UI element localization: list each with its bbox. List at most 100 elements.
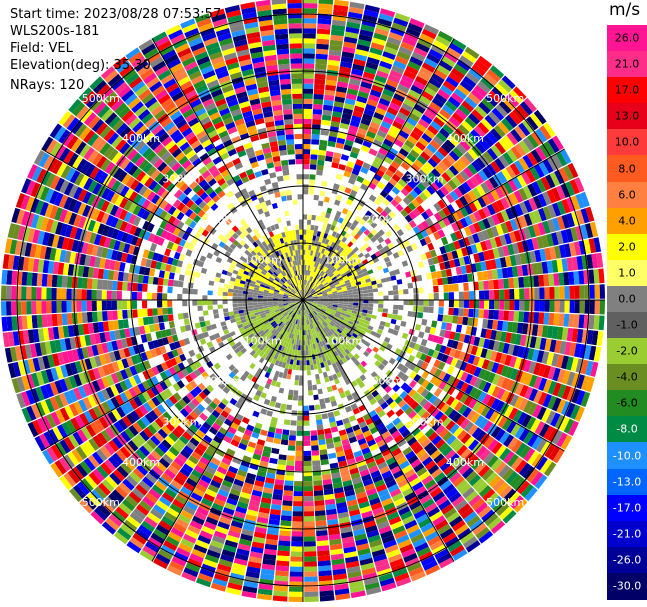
velocity-gate: [438, 370, 447, 380]
velocity-gate: [393, 60, 407, 70]
velocity-gate: [260, 408, 268, 415]
velocity-gate: [369, 397, 377, 406]
velocity-gate: [289, 571, 303, 577]
velocity-gate: [149, 242, 158, 252]
velocity-gate: [311, 139, 320, 145]
velocity-gate: [324, 262, 330, 268]
velocity-gate: [420, 338, 428, 347]
velocity-gate: [6, 301, 12, 316]
velocity-gate: [66, 301, 72, 313]
velocity-gate: [499, 447, 511, 461]
velocity-gate: [308, 287, 313, 293]
velocity-gate: [355, 344, 362, 351]
velocity-gate: [413, 404, 423, 414]
velocity-gate: [415, 141, 426, 151]
velocity-gate: [497, 415, 508, 428]
velocity-gate: [377, 214, 385, 222]
velocity-gate: [243, 306, 249, 310]
velocity-gate: [76, 289, 82, 300]
velocity-gate: [576, 328, 584, 343]
velocity-gate: [547, 204, 557, 219]
velocity-gate: [352, 110, 363, 118]
velocity-gate: [573, 314, 580, 328]
velocity-gate: [314, 251, 319, 257]
velocity-gate: [329, 266, 335, 272]
velocity-gate: [371, 84, 384, 93]
velocity-gate: [346, 262, 352, 268]
velocity-gate: [482, 381, 492, 393]
velocity-gate: [474, 84, 488, 98]
velocity-gate: [534, 337, 542, 350]
velocity-gate: [405, 271, 412, 278]
velocity-gate: [329, 284, 336, 288]
velocity-gate: [31, 301, 37, 315]
velocity-gate: [331, 326, 337, 332]
velocity-gate: [451, 131, 463, 143]
velocity-gate: [442, 373, 451, 383]
velocity-gate: [414, 542, 429, 553]
velocity-gate: [416, 385, 426, 395]
velocity-gate: [257, 295, 263, 298]
velocity-gate: [429, 511, 443, 522]
velocity-gate: [356, 335, 363, 342]
velocity-gate: [316, 274, 321, 280]
velocity-gate: [374, 360, 382, 367]
velocity-gate: [344, 316, 350, 321]
velocity-gate: [307, 219, 312, 225]
velocity-gate: [547, 395, 557, 410]
velocity-gate: [370, 236, 378, 243]
velocity-gate: [486, 227, 495, 239]
velocity-gate: [421, 318, 428, 326]
velocity-gate: [531, 181, 542, 195]
velocity-gate: [288, 596, 303, 602]
velocity-gate: [585, 376, 595, 393]
velocity-gate: [438, 300, 444, 307]
velocity-gate: [328, 49, 342, 57]
velocity-gate: [419, 494, 432, 505]
velocity-gate: [41, 287, 47, 300]
velocity-gate: [306, 303, 312, 307]
velocity-gate: [340, 154, 350, 161]
velocity-gate: [352, 272, 359, 278]
velocity-gate: [411, 108, 423, 118]
velocity-gate: [378, 304, 384, 309]
velocity-gate: [366, 98, 378, 107]
velocity-gate: [396, 438, 407, 448]
velocity-gate: [514, 425, 526, 439]
velocity-gate: [416, 359, 425, 368]
velocity-gate: [460, 265, 467, 275]
velocity-gate: [315, 63, 327, 70]
velocity-gate: [502, 510, 517, 524]
velocity-gate: [413, 186, 423, 196]
velocity-gate: [467, 235, 476, 245]
velocity-gate: [337, 289, 343, 293]
velocity-gate: [343, 295, 349, 298]
velocity-gate: [339, 122, 350, 130]
velocity-gate: [473, 377, 483, 389]
velocity-gate: [303, 405, 309, 411]
velocity-gate: [433, 222, 442, 231]
velocity-gate: [382, 116, 394, 125]
velocity-gate: [91, 289, 97, 300]
velocity-gate: [277, 459, 287, 466]
velocity-gate: [371, 314, 377, 320]
velocity-gate: [308, 300, 313, 302]
velocity-gate: [554, 414, 566, 430]
velocity-gate: [225, 353, 233, 361]
velocity-gate: [303, 481, 313, 487]
velocity-gate: [337, 307, 343, 311]
velocity-gate: [121, 300, 128, 310]
velocity-gate: [313, 93, 324, 100]
velocity-gate: [81, 312, 88, 324]
velocity-gate: [412, 311, 419, 318]
velocity-gate: [212, 309, 219, 315]
velocity-gate: [460, 507, 474, 520]
velocity-gate: [315, 262, 320, 268]
velocity-gate: [457, 124, 470, 136]
velocity-gate: [499, 234, 507, 246]
velocity-gate: [333, 101, 344, 108]
velocity-gate: [330, 247, 336, 254]
velocity-gate: [497, 121, 510, 135]
velocity-gate: [313, 285, 318, 290]
velocity-gate: [333, 296, 339, 299]
